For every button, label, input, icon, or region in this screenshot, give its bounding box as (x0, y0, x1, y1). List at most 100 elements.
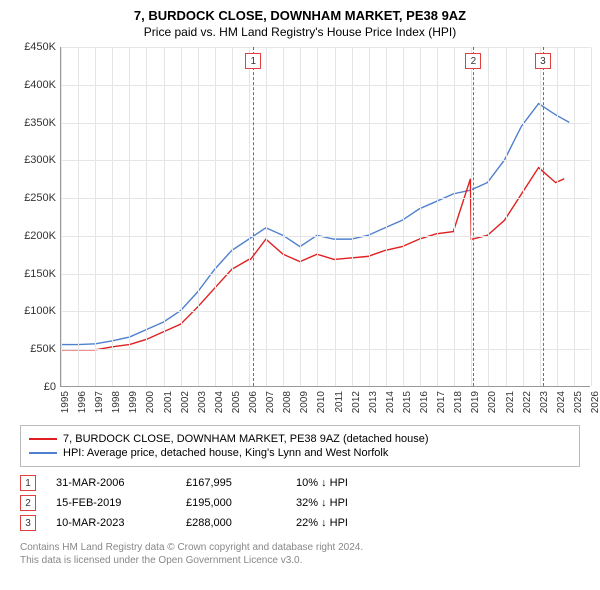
marker-line (473, 47, 474, 386)
x-tick-label: 2006 (248, 391, 259, 413)
legend-row: 7, BURDOCK CLOSE, DOWNHAM MARKET, PE38 9… (29, 433, 571, 445)
marker-box: 1 (245, 53, 261, 69)
series-line-hpi (61, 104, 569, 345)
v-gridline (300, 47, 301, 386)
h-gridline (61, 85, 590, 86)
v-gridline (249, 47, 250, 386)
y-tick-label: £350K (24, 117, 56, 129)
x-tick-label: 2001 (163, 391, 174, 413)
v-gridline (146, 47, 147, 386)
marker-row-box: 2 (20, 495, 36, 511)
v-gridline (591, 47, 592, 386)
x-tick-label: 2014 (385, 391, 396, 413)
marker-date: 31-MAR-2006 (56, 477, 166, 489)
legend-swatch (29, 452, 57, 454)
chart-area: £0£50K£100K£150K£200K£250K£300K£350K£400… (10, 47, 590, 417)
marker-box: 2 (465, 53, 481, 69)
marker-box: 3 (535, 53, 551, 69)
v-gridline (471, 47, 472, 386)
legend-row: HPI: Average price, detached house, King… (29, 447, 571, 459)
v-gridline (574, 47, 575, 386)
x-tick-label: 2012 (351, 391, 362, 413)
y-tick-label: £100K (24, 305, 56, 317)
h-gridline (61, 47, 590, 48)
x-tick-label: 1995 (60, 391, 71, 413)
v-gridline (129, 47, 130, 386)
x-tick-label: 2021 (505, 391, 516, 413)
v-gridline (61, 47, 62, 386)
x-tick-label: 1997 (94, 391, 105, 413)
marker-price: £167,995 (186, 477, 276, 489)
marker-row: 3 10-MAR-2023 £288,000 22% ↓ HPI (20, 515, 580, 531)
y-tick-label: £250K (24, 192, 56, 204)
x-tick-label: 1996 (77, 391, 88, 413)
v-gridline (198, 47, 199, 386)
v-gridline (181, 47, 182, 386)
marker-row: 131-MAR-2006£167,99510% ↓ HPI (20, 475, 580, 491)
marker-price: £288,000 (186, 517, 276, 529)
x-tick-label: 2024 (556, 391, 567, 413)
h-gridline (61, 274, 590, 275)
y-tick-label: £200K (24, 230, 56, 242)
v-gridline (454, 47, 455, 386)
legend: 7, BURDOCK CLOSE, DOWNHAM MARKET, PE38 9… (20, 425, 580, 467)
marker-diff: 32% ↓ HPI (296, 497, 396, 509)
x-tick-label: 2000 (145, 391, 156, 413)
v-gridline (557, 47, 558, 386)
y-tick-label: £50K (30, 343, 56, 355)
v-gridline (488, 47, 489, 386)
x-tick-label: 2019 (470, 391, 481, 413)
x-axis: 1995 1996 1997 1998 1999 2000 2001 2002 2003 2004… (60, 387, 590, 417)
h-gridline (61, 236, 590, 237)
x-tick-label: 2020 (487, 391, 498, 413)
x-tick-label: 2023 (539, 391, 550, 413)
v-gridline (403, 47, 404, 386)
h-gridline (61, 349, 590, 350)
chart-title: 7, BURDOCK CLOSE, DOWNHAM MARKET, PE38 9… (10, 8, 590, 23)
y-axis: £0£50K£100K£150K£200K£250K£300K£350K£400… (10, 47, 60, 387)
marker-row-box: 1 (20, 475, 36, 491)
chart-container: 7, BURDOCK CLOSE, DOWNHAM MARKET, PE38 9… (0, 0, 600, 575)
v-gridline (164, 47, 165, 386)
x-tick-label: 2004 (214, 391, 225, 413)
v-gridline (420, 47, 421, 386)
v-gridline (335, 47, 336, 386)
h-gridline (61, 311, 590, 312)
y-tick-label: £0 (44, 381, 56, 393)
x-tick-label: 2022 (522, 391, 533, 413)
x-tick-label: 2003 (197, 391, 208, 413)
marker-date: 15-FEB-2019 (56, 497, 166, 509)
footer-line-1: Contains HM Land Registry data © Crown c… (20, 541, 580, 554)
marker-row: 2 15-FEB-2019 £195,000 32% ↓ HPI (20, 495, 580, 511)
v-gridline (78, 47, 79, 386)
y-tick-label: £400K (24, 79, 56, 91)
v-gridline (523, 47, 524, 386)
marker-price: £195,000 (186, 497, 276, 509)
x-tick-label: 2016 (419, 391, 430, 413)
x-tick-label: 2010 (316, 391, 327, 413)
footer-line-2: This data is licensed under the Open Gov… (20, 554, 580, 567)
x-tick-label: 1999 (128, 391, 139, 413)
plot-area: 1 2 3 (60, 47, 590, 387)
x-tick-label: 1998 (111, 391, 122, 413)
x-tick-label: 2026 (590, 391, 600, 413)
marker-diff: 22% ↓ HPI (296, 517, 396, 529)
x-tick-label: 2005 (231, 391, 242, 413)
y-tick-label: £300K (24, 154, 56, 166)
x-tick-label: 2007 (265, 391, 276, 413)
x-tick-label: 2008 (282, 391, 293, 413)
marker-row-box: 3 (20, 515, 36, 531)
legend-label: 7, BURDOCK CLOSE, DOWNHAM MARKET, PE38 9… (63, 433, 429, 445)
x-tick-label: 2011 (334, 391, 345, 413)
chart-subtitle: Price paid vs. HM Land Registry's House … (10, 25, 590, 39)
marker-date: 10-MAR-2023 (56, 517, 166, 529)
x-tick-label: 2002 (180, 391, 191, 413)
x-tick-label: 2017 (436, 391, 447, 413)
x-tick-label: 2015 (402, 391, 413, 413)
line-svg (61, 47, 590, 386)
v-gridline (540, 47, 541, 386)
v-gridline (266, 47, 267, 386)
v-gridline (352, 47, 353, 386)
marker-line (253, 47, 254, 386)
v-gridline (215, 47, 216, 386)
